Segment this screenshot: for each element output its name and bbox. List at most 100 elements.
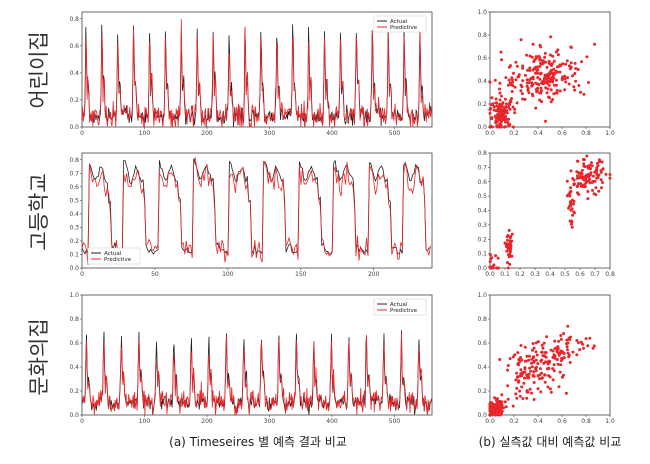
scatter-point	[569, 186, 572, 190]
scatter-point	[498, 400, 501, 403]
scatter-point	[556, 53, 560, 57]
x-tick-label: 0	[80, 271, 84, 278]
y-tick-label: 0.4	[69, 211, 79, 218]
x-tick-label: 0	[80, 418, 84, 425]
scatter-point	[599, 178, 603, 182]
x-tick-label: 100	[222, 271, 234, 278]
scatter-point	[488, 260, 492, 264]
scatter-point	[600, 186, 603, 190]
scatter-point	[520, 85, 524, 89]
scatter-point	[569, 202, 573, 206]
scatter-point	[562, 356, 566, 360]
scatter-point	[540, 343, 544, 347]
scatter-point	[497, 109, 501, 113]
x-tick-label: 1.0	[605, 418, 615, 425]
scatter-point	[514, 378, 518, 382]
scatter-point	[589, 167, 592, 170]
scatter-point	[523, 359, 527, 363]
scatter-point	[505, 235, 509, 239]
y-tick-label: 0.8	[69, 16, 79, 23]
scatter-point	[551, 356, 555, 359]
scatter-point	[498, 122, 502, 126]
scatter-point	[530, 357, 534, 361]
y-tick-label: 0.7	[477, 164, 487, 171]
scatter-point	[507, 228, 511, 232]
scatter-point	[501, 109, 505, 113]
scatter-point	[556, 65, 559, 69]
scatter-point	[528, 66, 532, 70]
scatter-point	[600, 160, 604, 164]
scatter-point	[506, 397, 510, 401]
scatter-point	[558, 63, 562, 67]
scatter-point	[599, 169, 603, 173]
x-tick-label: 100	[139, 418, 151, 425]
scatter-point	[520, 358, 524, 362]
scatter-point	[559, 337, 563, 341]
scatter-point	[601, 181, 604, 184]
scatter-point	[569, 61, 573, 65]
scatter-point	[549, 390, 553, 394]
plot-frame	[489, 294, 611, 416]
x-tick-label: 400	[326, 130, 338, 137]
scatter-point	[519, 89, 523, 93]
scatter-point	[505, 109, 509, 113]
series-predictive-line	[81, 157, 431, 266]
scatter-point	[555, 89, 559, 92]
scatter-point	[538, 367, 542, 371]
legend-box	[87, 247, 141, 265]
y-tick-label: 0.4	[477, 208, 487, 215]
scatter-point	[554, 78, 558, 82]
scatter-point	[541, 354, 545, 358]
scatter-point	[547, 59, 551, 63]
x-tick-label: 0.8	[581, 418, 591, 425]
scatter-point	[559, 359, 563, 363]
scatter-point	[523, 345, 527, 349]
scatter-point	[539, 72, 543, 75]
y-tick-label: 0.8	[477, 32, 487, 39]
scatter-point	[489, 407, 492, 410]
scatter-point	[507, 123, 511, 127]
scatter-point	[504, 105, 508, 109]
scatter-point	[552, 363, 556, 367]
scatter-point	[540, 376, 544, 380]
scatter-point	[489, 401, 493, 405]
y-tick-label: 0.6	[69, 340, 79, 347]
scatter-point	[508, 107, 512, 111]
scatter-point	[530, 361, 533, 365]
scatter-point	[518, 389, 522, 393]
scatter-point	[510, 254, 514, 258]
scatter-point	[543, 51, 547, 55]
scatter-point	[596, 164, 600, 168]
scatter-point	[587, 165, 590, 169]
scatter-point	[521, 397, 525, 400]
scatter-point	[569, 169, 573, 173]
scatter-point	[559, 334, 563, 337]
scatter-point	[608, 173, 612, 176]
scatter-point	[580, 60, 584, 64]
scatter-point	[572, 210, 576, 214]
scatter-point	[554, 69, 558, 73]
scatter-point	[509, 64, 512, 68]
scatter-point	[526, 86, 530, 90]
scatter-point	[532, 374, 536, 378]
scatter-point	[525, 396, 529, 400]
scatter-point	[593, 170, 597, 174]
scatter-point	[511, 355, 515, 359]
scatter-point	[532, 355, 535, 359]
scatter-point	[561, 75, 565, 79]
scatter-point	[527, 358, 531, 362]
scatter-point	[594, 186, 598, 190]
scatter-point	[556, 347, 560, 351]
x-tick-label: 0.6	[557, 418, 567, 425]
scatter-point	[516, 75, 520, 79]
scatter-point	[513, 85, 517, 89]
x-tick-label: 0	[80, 130, 84, 137]
scatter-point	[562, 352, 566, 355]
y-tick-label: 0.3	[477, 222, 487, 229]
scatter-point	[552, 353, 556, 357]
scatter-point	[588, 336, 592, 340]
scatter-point	[508, 240, 512, 244]
scatter-point	[525, 389, 529, 393]
